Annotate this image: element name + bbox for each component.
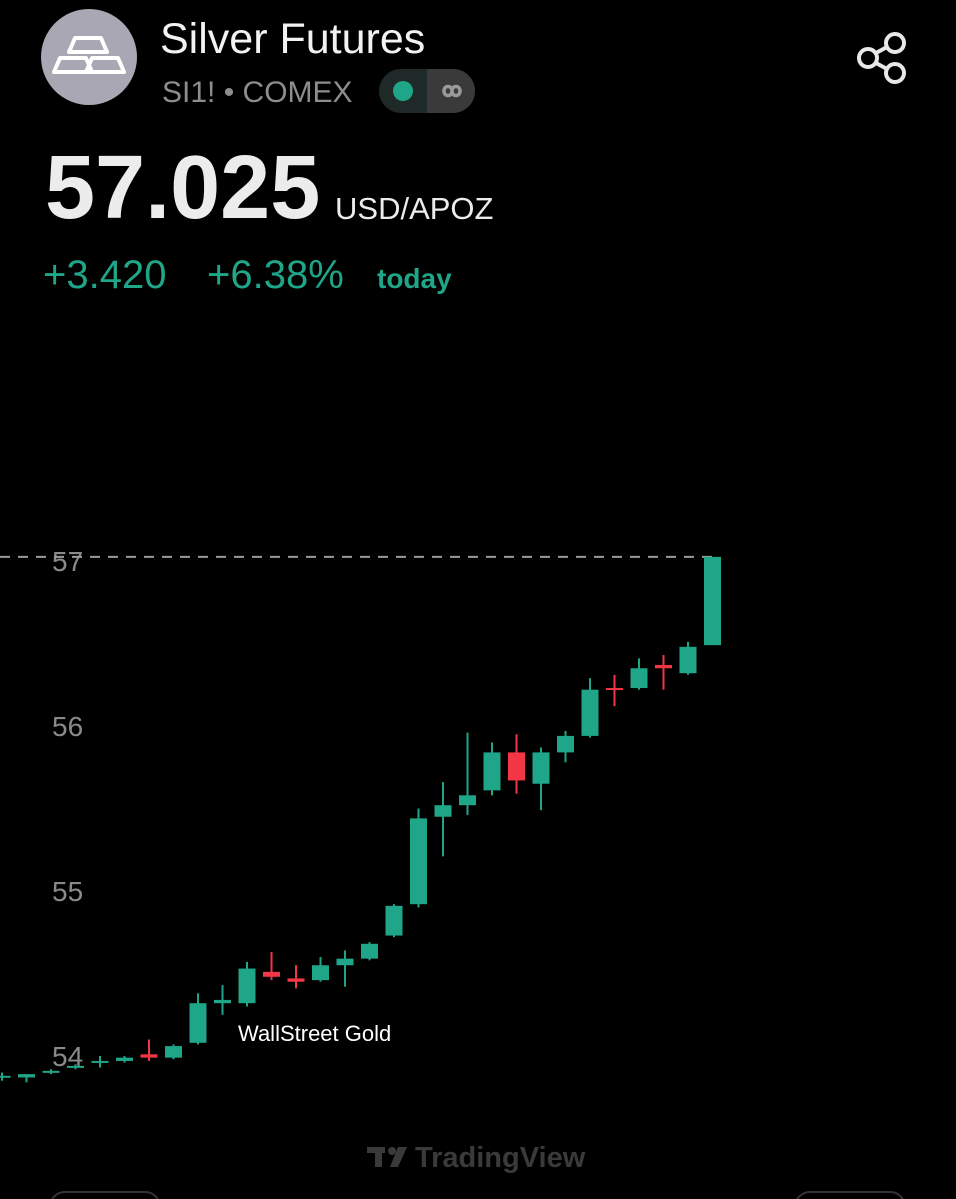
period: today <box>377 263 452 294</box>
candle-body <box>557 735 574 753</box>
candle-body <box>361 943 378 959</box>
candle-body <box>655 664 672 669</box>
candle-body <box>606 688 623 691</box>
candle-body <box>508 752 525 781</box>
bottom-button[interactable] <box>795 1191 905 1199</box>
candle-body <box>312 965 329 981</box>
candle-body <box>116 1057 133 1061</box>
candle-body <box>18 1074 35 1078</box>
symbol-icon <box>41 9 137 105</box>
candle-body <box>67 1065 84 1068</box>
candle-body <box>263 971 280 977</box>
candle-body <box>385 905 403 936</box>
subtitle: SI1! • COMEX <box>162 76 353 109</box>
candle-body <box>679 646 697 674</box>
price-unit: USD/APOZ <box>335 191 493 226</box>
candle-body <box>336 958 354 966</box>
share-button[interactable] <box>857 32 906 84</box>
brand-logo <box>367 1147 407 1167</box>
candle-body <box>434 805 452 817</box>
status-pill[interactable] <box>379 69 475 113</box>
change-percent: +6.38% <box>207 253 344 297</box>
price: 57.025 <box>45 138 320 238</box>
change: +3.420 <box>43 253 166 297</box>
title: Silver Futures <box>160 15 425 63</box>
candle-body <box>189 1003 207 1043</box>
candle-body <box>483 752 501 791</box>
candle-body <box>581 689 599 736</box>
candle-body <box>532 752 550 784</box>
candle-body <box>287 978 305 982</box>
brand: TradingView <box>415 1142 586 1174</box>
candle-body <box>630 668 648 689</box>
candle-body <box>410 818 427 905</box>
candle-body <box>459 795 476 806</box>
candle-body <box>165 1046 182 1058</box>
candle-body <box>704 556 721 646</box>
candle-body <box>238 968 256 1004</box>
candle-body <box>214 999 231 1004</box>
watermark: WallStreet Gold <box>238 1021 391 1046</box>
y-tick-label: 56 <box>52 711 83 742</box>
y-tick-label: 57 <box>52 546 83 577</box>
bottom-button[interactable] <box>50 1191 160 1199</box>
y-tick-label: 55 <box>52 876 83 907</box>
candle-body <box>42 1070 60 1073</box>
candle-body <box>0 1075 11 1078</box>
candle-body <box>140 1054 158 1058</box>
candle-body <box>91 1060 109 1063</box>
